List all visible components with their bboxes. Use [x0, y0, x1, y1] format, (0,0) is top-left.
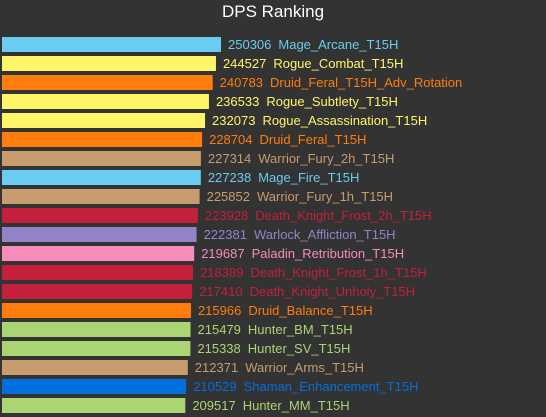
- bar-label-Hunter_BM_T15H: 215479 Hunter_BM_T15H: [198, 322, 353, 337]
- bar-Hunter_MM_T15H: [2, 398, 186, 413]
- bar-name-label: Hunter_MM_T15H: [243, 398, 350, 413]
- bar-label-Shaman_Enhancement_T15H: 210529 Shaman_Enhancement_T15H: [193, 379, 418, 394]
- bar-name-label: Paladin_Retribution_T15H: [252, 246, 404, 261]
- bar-name-label: Mage_Fire_T15H: [258, 170, 359, 185]
- bar-value-label: 209517: [192, 398, 235, 413]
- bar-name-label: Death_Knight_Frost_1h_T15H: [250, 265, 426, 280]
- bar-Hunter_BM_T15H: [2, 322, 191, 337]
- bar-value-label: 218389: [200, 265, 243, 280]
- bar-label-Druid_Balance_T15H: 215966 Druid_Balance_T15H: [198, 303, 373, 318]
- bar-Shaman_Enhancement_T15H: [2, 379, 187, 394]
- bar-value-label: 212371: [195, 360, 238, 375]
- bar-value-label: 219687: [201, 246, 244, 261]
- bar-Druid_Feral_T15H_Adv_Rotation: [2, 75, 213, 90]
- bar-name-label: Rogue_Subtlety_T15H: [266, 94, 398, 109]
- bar-value-label: 223928: [205, 208, 248, 223]
- bar-name-label: Druid_Feral_T15H_Adv_Rotation: [270, 75, 462, 90]
- bar-label-Paladin_Retribution_T15H: 219687 Paladin_Retribution_T15H: [201, 246, 404, 261]
- bar-name-label: Warlock_Affliction_T15H: [254, 227, 396, 242]
- bar-Rogue_Subtlety_T15H: [2, 94, 209, 109]
- bar-name-label: Druid_Feral_T15H: [259, 132, 366, 147]
- bar-value-label: 215966: [198, 303, 241, 318]
- bar-name-label: Death_Knight_Frost_2h_T15H: [255, 208, 431, 223]
- bar-label-Death_Knight_Unholy_T15H: 217410 Death_Knight_Unholy_T15H: [199, 284, 415, 299]
- bar-label-Mage_Arcane_T15H: 250306 Mage_Arcane_T15H: [228, 37, 398, 52]
- bar-name-label: Druid_Balance_T15H: [248, 303, 372, 318]
- bar-Druid_Feral_T15H: [2, 132, 203, 147]
- bar-value-label: 244527: [223, 56, 266, 71]
- bar-Rogue_Combat_T15H: [2, 56, 216, 71]
- bar-label-Rogue_Assassination_T15H: 232073 Rogue_Assassination_T15H: [212, 113, 427, 128]
- bar-name-label: Warrior_Arms_T15H: [245, 360, 364, 375]
- bar-value-label: 228704: [209, 132, 252, 147]
- bar-value-label: 217410: [199, 284, 242, 299]
- bar-name-label: Warrior_Fury_1h_T15H: [257, 189, 393, 204]
- bar-label-Hunter_MM_T15H: 209517 Hunter_MM_T15H: [192, 398, 349, 413]
- bar-name-label: Warrior_Fury_2h_T15H: [258, 151, 394, 166]
- bar-Warrior_Fury_2h_T15H: [2, 151, 201, 166]
- bar-value-label: 227314: [208, 151, 251, 166]
- bar-Warrior_Fury_1h_T15H: [2, 189, 200, 204]
- bar-value-label: 240783: [220, 75, 263, 90]
- bar-Druid_Balance_T15H: [2, 303, 191, 318]
- bar-value-label: 250306: [228, 37, 271, 52]
- bar-value-label: 222381: [204, 227, 247, 242]
- bar-value-label: 227238: [208, 170, 251, 185]
- bar-value-label: 210529: [193, 379, 236, 394]
- bar-label-Death_Knight_Frost_2h_T15H: 223928 Death_Knight_Frost_2h_T15H: [205, 208, 432, 223]
- bar-value-label: 215338: [197, 341, 240, 356]
- bar-value-label: 225852: [207, 189, 250, 204]
- bar-Warrior_Arms_T15H: [2, 360, 188, 375]
- bar-Mage_Fire_T15H: [2, 170, 201, 185]
- bar-Paladin_Retribution_T15H: [2, 246, 195, 261]
- bar-Rogue_Assassination_T15H: [2, 113, 206, 128]
- bar-Death_Knight_Frost_2h_T15H: [2, 208, 198, 223]
- bar-name-label: Rogue_Assassination_T15H: [262, 113, 427, 128]
- bar-name-label: Hunter_SV_T15H: [248, 341, 351, 356]
- bar-label-Rogue_Subtlety_T15H: 236533 Rogue_Subtlety_T15H: [216, 94, 398, 109]
- bar-label-Warlock_Affliction_T15H: 222381 Warlock_Affliction_T15H: [204, 227, 396, 242]
- bar-Death_Knight_Unholy_T15H: [2, 284, 193, 299]
- chart-title: DPS Ranking: [221, 2, 325, 21]
- bar-name-label: Hunter_BM_T15H: [248, 322, 353, 337]
- bar-label-Death_Knight_Frost_1h_T15H: 218389 Death_Knight_Frost_1h_T15H: [200, 265, 427, 280]
- bar-label-Mage_Fire_T15H: 227238 Mage_Fire_T15H: [208, 170, 360, 185]
- bar-Mage_Arcane_T15H: [2, 37, 221, 52]
- bar-label-Hunter_SV_T15H: 215338 Hunter_SV_T15H: [197, 341, 350, 356]
- bar-name-label: Mage_Arcane_T15H: [278, 37, 398, 52]
- bar-label-Druid_Feral_T15H_Adv_Rotation: 240783 Druid_Feral_T15H_Adv_Rotation: [220, 75, 463, 90]
- bar-label-Warrior_Arms_T15H: 212371 Warrior_Arms_T15H: [195, 360, 364, 375]
- bar-label-Druid_Feral_T15H: 228704 Druid_Feral_T15H: [209, 132, 366, 147]
- bar-value-label: 215479: [198, 322, 241, 337]
- bar-label-Warrior_Fury_1h_T15H: 225852 Warrior_Fury_1h_T15H: [207, 189, 393, 204]
- bar-name-label: Shaman_Enhancement_T15H: [244, 379, 419, 394]
- bar-value-label: 232073: [212, 113, 255, 128]
- bar-value-label: 236533: [216, 94, 259, 109]
- bar-Death_Knight_Frost_1h_T15H: [2, 265, 194, 280]
- bar-name-label: Rogue_Combat_T15H: [273, 56, 403, 71]
- bar-Warlock_Affliction_T15H: [2, 227, 197, 242]
- bar-Hunter_SV_T15H: [2, 341, 191, 356]
- bar-label-Rogue_Combat_T15H: 244527 Rogue_Combat_T15H: [223, 56, 403, 71]
- bar-label-Warrior_Fury_2h_T15H: 227314 Warrior_Fury_2h_T15H: [208, 151, 394, 166]
- bar-name-label: Death_Knight_Unholy_T15H: [250, 284, 415, 299]
